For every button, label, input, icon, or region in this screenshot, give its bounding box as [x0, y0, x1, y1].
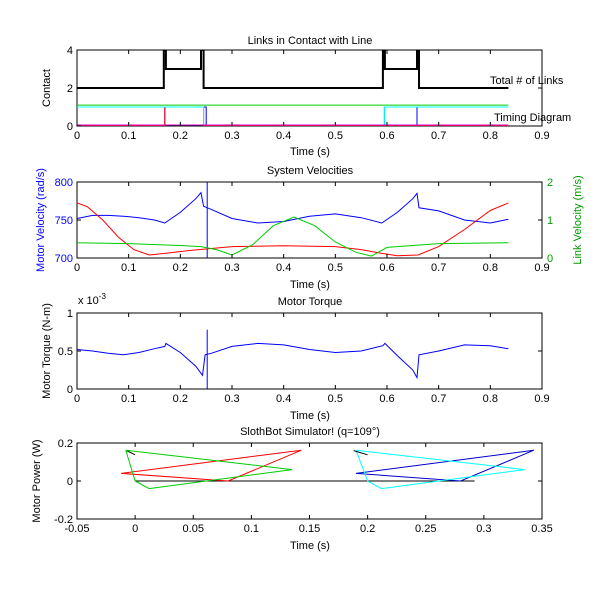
velocities-xlabel: Time (s)	[290, 279, 330, 291]
power-ytick-label: 0	[67, 476, 73, 488]
power-ylabel: Motor Power (W)	[31, 439, 43, 522]
contact-xtick-label: 0.1	[121, 130, 136, 142]
torque-ytick-label: 1	[67, 308, 73, 320]
velocities-xtick-label: 0.7	[431, 262, 446, 274]
power-series-line-5	[355, 449, 525, 490]
velocities-series-line-2	[77, 202, 509, 257]
velocities-ytick-right-label: 0	[547, 253, 553, 265]
torque-xlabel: Time (s)	[290, 410, 330, 422]
power-series-line-4	[355, 449, 535, 482]
torque-plot-area	[76, 312, 543, 390]
velocities-xtick-label: 0.9	[534, 262, 549, 274]
contact-xtick-label: 0.6	[379, 130, 394, 142]
torque-xtick-label: 0.2	[173, 393, 188, 405]
annotation-total-links: Total # of Links	[490, 75, 564, 87]
contact-xlabel: Time (s)	[290, 146, 330, 158]
power-xtick-label: 0.05	[183, 523, 204, 535]
velocities-xtick-label: 0.1	[121, 262, 136, 274]
torque-ylabel: Motor Torque (N-m)	[41, 303, 53, 399]
power-xtick-label: 0.1	[244, 523, 259, 535]
power-xlabel: Time (s)	[290, 540, 330, 552]
contact-ytick-label: 2	[67, 83, 73, 95]
torque-xtick-label: 0.9	[534, 393, 549, 405]
contact-series-line-0	[77, 50, 509, 89]
power-series-line-2	[121, 449, 302, 482]
velocities-ytick-right-label: 1	[547, 215, 553, 227]
torque-chart-title: Motor Torque	[278, 296, 343, 308]
annotation-timing-diagram: Timing Diagram	[494, 112, 571, 124]
contact-xtick-label: 0.9	[534, 130, 549, 142]
power-series-line-1	[125, 449, 136, 456]
velocities-xtick-label: 0	[74, 262, 80, 274]
torque-xtick-label: 0.8	[483, 393, 498, 405]
velocities-series-line-3	[77, 216, 509, 257]
contact-ytick-label: 0	[67, 121, 73, 133]
velocities-ylabel-right: Link Velocity (m/s)	[572, 175, 584, 264]
torque-xtick-label: 0	[74, 393, 80, 405]
contact-ylabel: Contact	[41, 69, 53, 107]
contact-ytick-label: 4	[67, 45, 73, 57]
contact-xtick-label: 0.8	[483, 130, 498, 142]
power-xtick-label: -0.05	[64, 523, 89, 535]
velocities-xtick-label: 0.6	[379, 262, 394, 274]
contact-xtick-label: 0.4	[276, 130, 291, 142]
power-chart-title: SlothBot Simulator! (q=109°)	[240, 426, 380, 438]
velocities-series-line-0	[77, 191, 509, 224]
power-xtick-label: 0.15	[299, 523, 320, 535]
velocities-xtick-label: 0.5	[328, 262, 343, 274]
power-ytick-label: 0.2	[58, 438, 73, 450]
velocities-ylabel-left: Motor Velocity (rad/s)	[35, 168, 47, 272]
velocities-ytick-right-label: 2	[547, 177, 553, 189]
contact-xtick-label: 0.5	[328, 130, 343, 142]
velocities-xtick-label: 0.2	[173, 262, 188, 274]
velocities-xtick-label: 0.3	[224, 262, 239, 274]
contact-chart-title: Links in Contact with Line	[248, 35, 373, 47]
power-series-line-6	[353, 450, 368, 456]
power-series-line-3	[125, 449, 293, 490]
velocities-ytick-label: 750	[55, 215, 73, 227]
torque-ytick-label: 0	[67, 384, 73, 396]
torque-panel: 0 0.1 0.2 0.3 0.4 0.5 0.6 0.7 0.8 0.9 0 0.5 1 Motor…	[41, 292, 550, 422]
torque-xtick-label: 0.4	[276, 393, 291, 405]
velocities-ytick-label: 800	[55, 177, 73, 189]
contact-panel: 0 0.1 0.2 0.3 0.4 0.5 0.6 0.7 0.8 0.9 0 2 4 Links i…	[41, 35, 571, 158]
velocities-chart-title: System Velocities	[267, 165, 354, 177]
power-xtick-label: 0.35	[531, 523, 552, 535]
torque-xtick-label: 0.5	[328, 393, 343, 405]
power-xtick-label: 0.2	[360, 523, 375, 535]
power-xtick-label: 0	[132, 523, 138, 535]
power-ytick-label: -0.2	[54, 514, 73, 526]
torque-scale-label: x 10-3	[78, 292, 106, 307]
contact-xtick-label: 0	[74, 130, 80, 142]
power-panel: -0.05 0 0.05 0.1 0.15 0.2 0.25 0.3 0.35 -0.2 0 0.2…	[31, 426, 553, 552]
torque-xtick-label: 0.7	[431, 393, 446, 405]
torque-xtick-label: 0.1	[121, 393, 136, 405]
torque-xtick-label: 0.3	[224, 393, 239, 405]
power-xtick-label: 0.25	[415, 523, 436, 535]
contact-xtick-label: 0.3	[224, 130, 239, 142]
contact-xtick-label: 0.7	[431, 130, 446, 142]
torque-ytick-label: 0.5	[58, 346, 73, 358]
velocities-xtick-label: 0.4	[276, 262, 291, 274]
power-xtick-label: 0.3	[476, 523, 491, 535]
velocities-panel: 0 0.1 0.2 0.3 0.4 0.5 0.6 0.7 0.8 0.9 700 750 800 0…	[35, 165, 584, 291]
velocities-ytick-label: 700	[55, 253, 73, 265]
torque-series-line-0	[77, 342, 509, 380]
torque-xtick-label: 0.6	[379, 393, 394, 405]
velocities-xtick-label: 0.8	[483, 262, 498, 274]
contact-xtick-label: 0.2	[173, 130, 188, 142]
